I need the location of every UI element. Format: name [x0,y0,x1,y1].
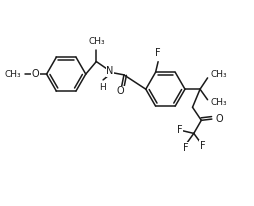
Text: F: F [177,125,183,135]
Text: H: H [99,83,106,92]
Text: N: N [106,66,114,76]
Text: CH₃: CH₃ [211,70,228,79]
Text: F: F [183,143,189,153]
Text: O: O [216,114,223,124]
Text: CH₃: CH₃ [211,98,228,107]
Text: F: F [200,141,205,151]
Text: O: O [32,69,40,79]
Text: CH₃: CH₃ [88,37,105,47]
Text: O: O [117,86,124,96]
Text: CH₃: CH₃ [4,70,21,79]
Text: F: F [155,48,161,58]
